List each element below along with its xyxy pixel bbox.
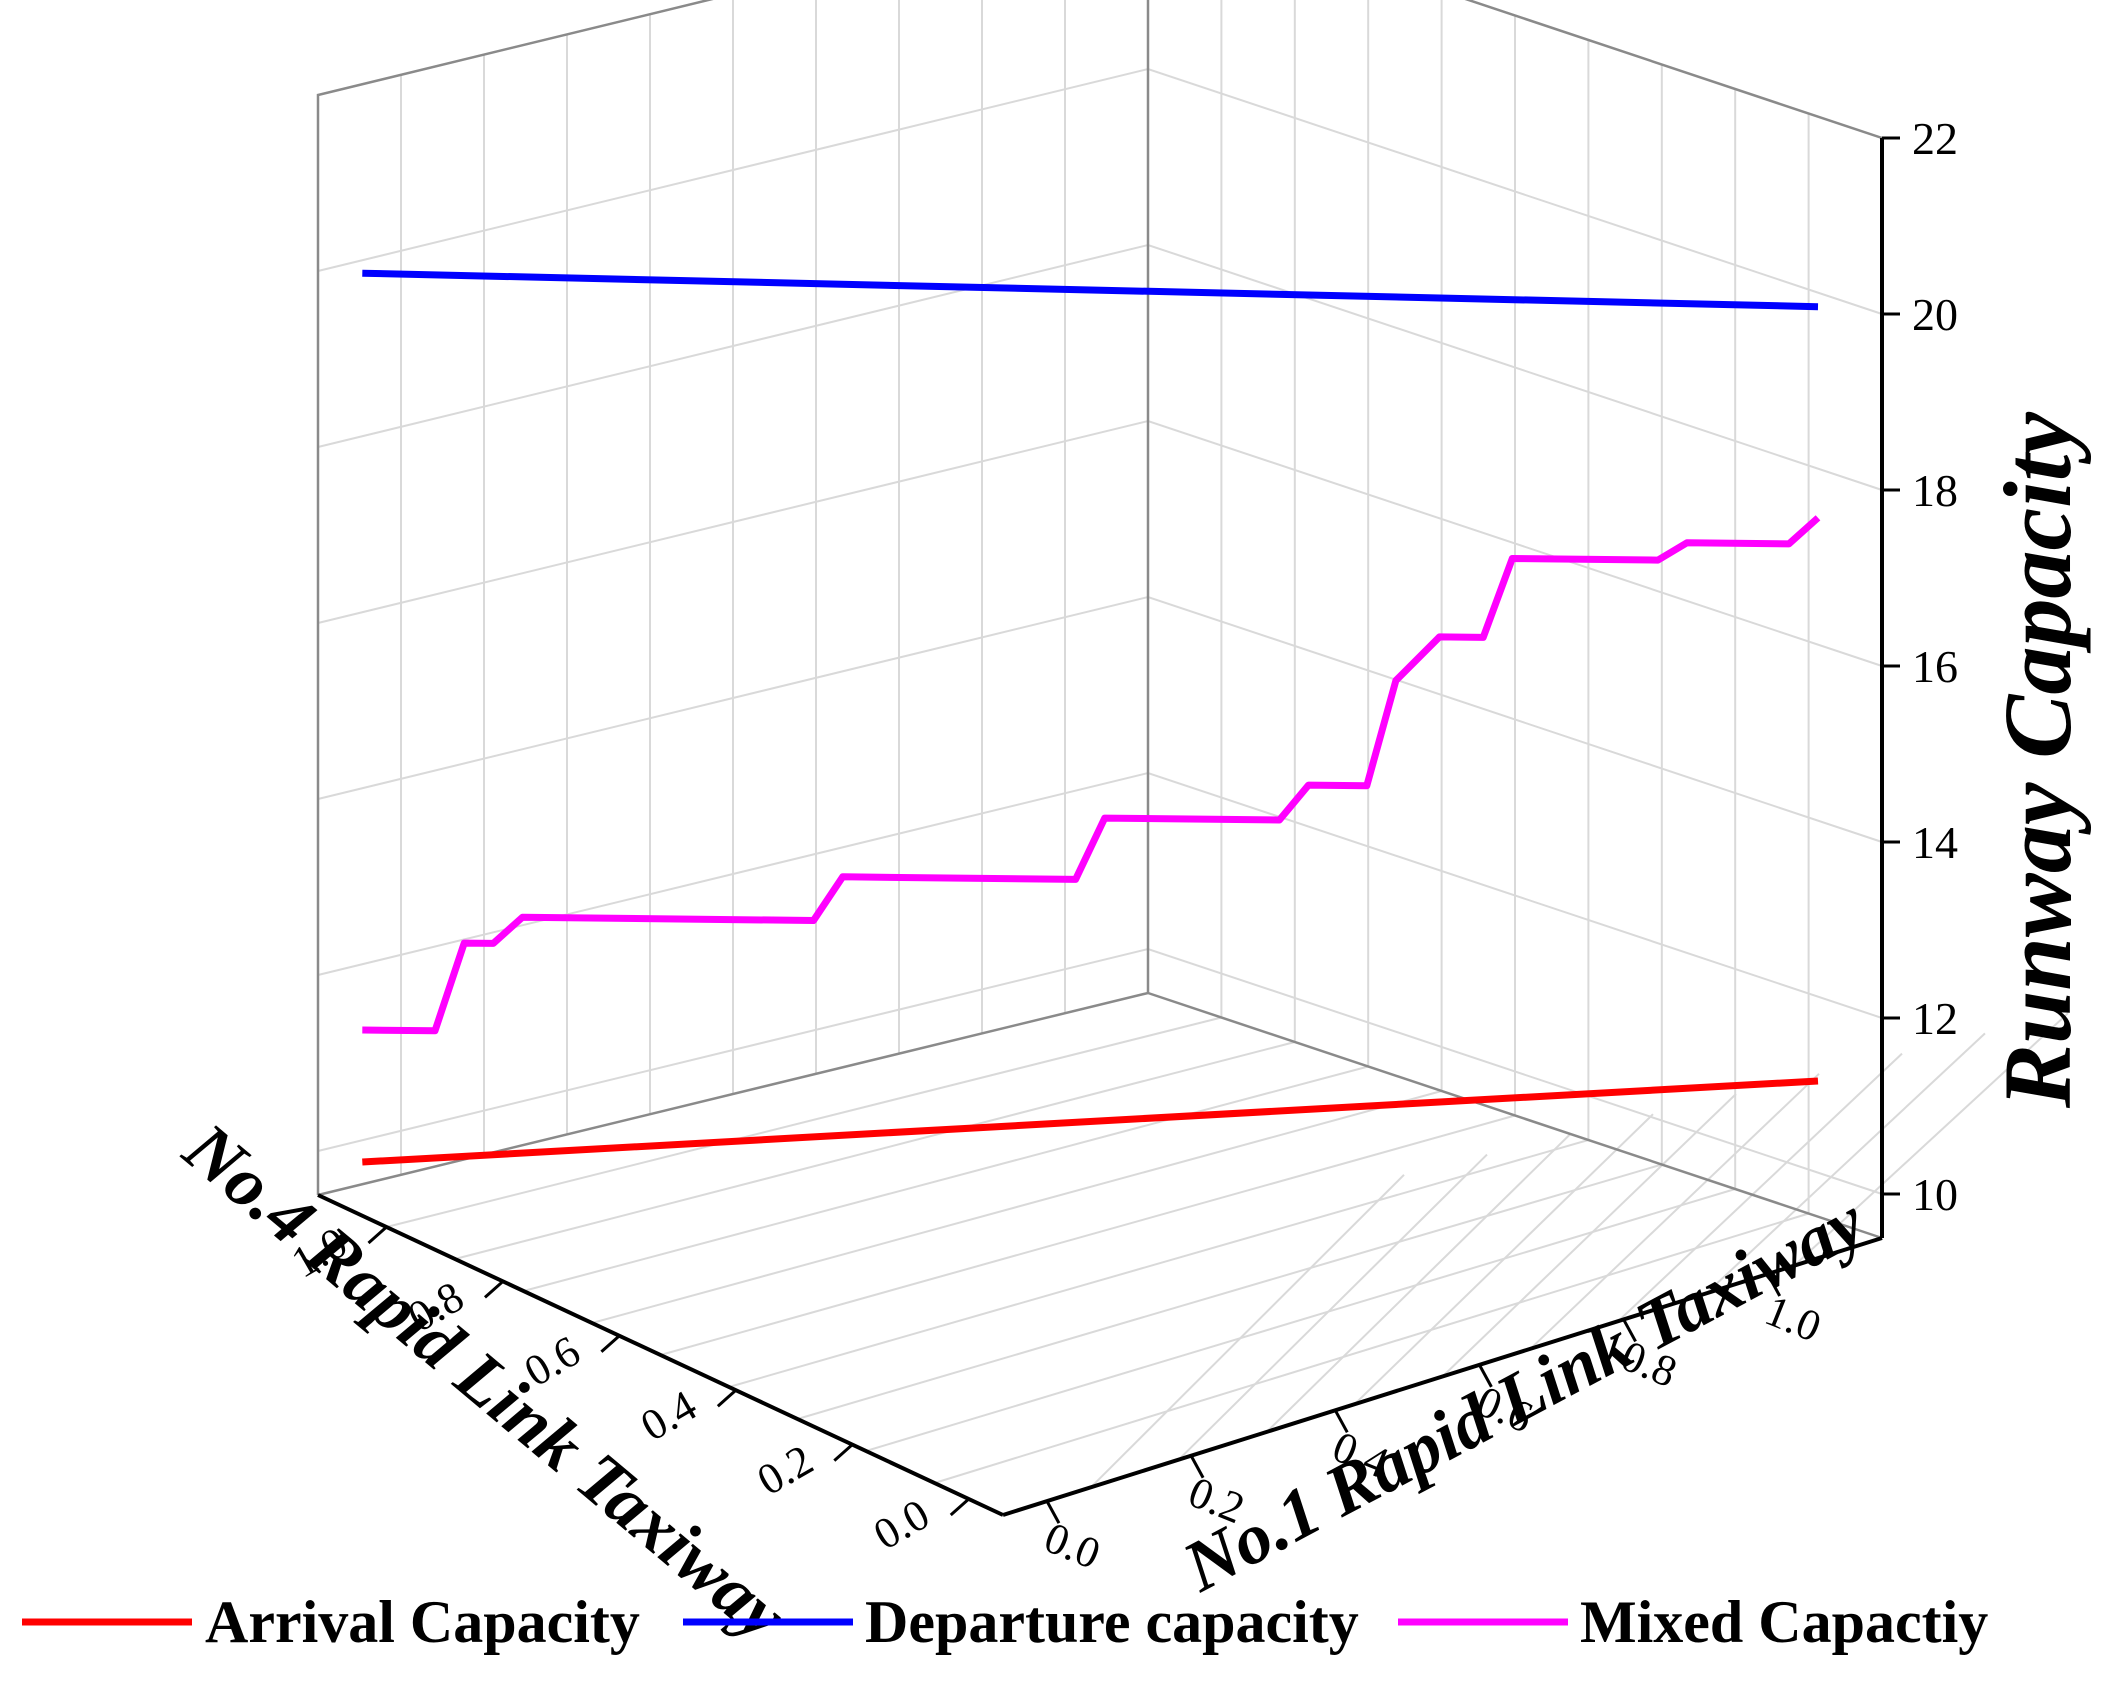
z-tick-label-4: 18 [1912,465,1958,516]
z-tick-label-3: 16 [1912,641,1958,692]
floor-grid-a-3 [1265,1133,1571,1433]
floor-grid-b-8 [454,1041,1296,1260]
tick-layer: 101214161820220.00.20.40.60.81.00.00.20.… [283,113,1958,1579]
x2-tick-label-2: 0.4 [633,1381,705,1451]
x1-tick-label-0: 0.0 [1038,1513,1107,1579]
series-layer [362,269,1821,1166]
series-line-0 [362,1077,1819,1166]
z-tick-label-5: 20 [1912,289,1958,340]
wall-grid-h-0 [317,947,1883,1195]
wall-outline [316,0,1884,1238]
floor-grid-a-2 [1178,1153,1488,1461]
floor-grid-a-4 [1353,1113,1654,1405]
wall-grid-h-1 [317,771,1883,1019]
floor-grid-a-7 [1617,1052,1903,1322]
floor-back-edges [317,991,1883,1240]
x2-axis-line [317,1193,1004,1517]
x2-tick-label-1: 0.2 [749,1435,821,1505]
wall-grid-h-2 [317,595,1883,843]
floor-grid-b-7 [523,1065,1369,1292]
z-tick-label-2: 14 [1912,817,1958,868]
floor-grid-b-3 [797,1163,1663,1420]
x1-tick-3 [1478,1364,1493,1388]
series-line-2 [362,515,1821,1035]
floor-grid-a-6 [1529,1073,1820,1350]
floor-grid-b-9 [386,1016,1222,1228]
floor-grid-b-6 [591,1090,1442,1324]
x2-tick-4 [483,1280,504,1299]
x2-tick-5 [367,1225,388,1245]
x1-tick-1 [1189,1455,1205,1479]
x2-tick-0 [949,1497,970,1517]
x2-tick-2 [716,1389,737,1408]
z-axis-title: Runway Capacity [1984,412,2091,1109]
legend: Arrival Capacity Departure capacity Mixe… [22,1589,1988,1655]
floor-grid-b-5 [660,1114,1516,1356]
floor-grid-a-1 [1090,1174,1405,1489]
axes-box [316,0,1884,1240]
legend-label-departure: Departure capacity [865,1589,1359,1655]
z-tick-label-6: 22 [1912,113,1958,164]
floor-grid-b-1 [934,1212,1809,1484]
floor-grid-a-8 [1705,1032,1986,1295]
wall-grid-h-4 [317,243,1883,491]
x2-tick-label-0: 0.0 [865,1489,937,1559]
z-tick-label-1: 12 [1912,993,1958,1044]
x1-tick-0 [1045,1500,1061,1524]
floor-grid-b-4 [728,1139,1589,1388]
x2-tick-1 [833,1443,854,1462]
z-tick-label-0: 10 [1912,1169,1958,1220]
series-line-1 [362,269,1819,311]
wall-grid-h-6 [317,0,1883,139]
floor-grid-a-5 [1441,1093,1737,1378]
wall-grid-h-3 [317,419,1883,667]
grid-layer [317,0,2069,1489]
legend-label-mixed: Mixed Capactiy [1580,1589,1988,1655]
x1-axis-title: No.1 Rapid Link Taxiway [1170,1180,1878,1607]
x2-axis-title: No.4 Rapid Link Taxiway [169,1107,802,1656]
x1-tick-4 [1622,1318,1637,1343]
legend-label-arrival: Arrival Capacity [205,1589,640,1655]
x1-tick-2 [1333,1409,1349,1434]
x2-tick-3 [600,1334,621,1353]
x1-axis-line [1002,1236,1883,1517]
x1-tick-5 [1766,1273,1782,1297]
floor-grid-b-2 [865,1188,1736,1452]
